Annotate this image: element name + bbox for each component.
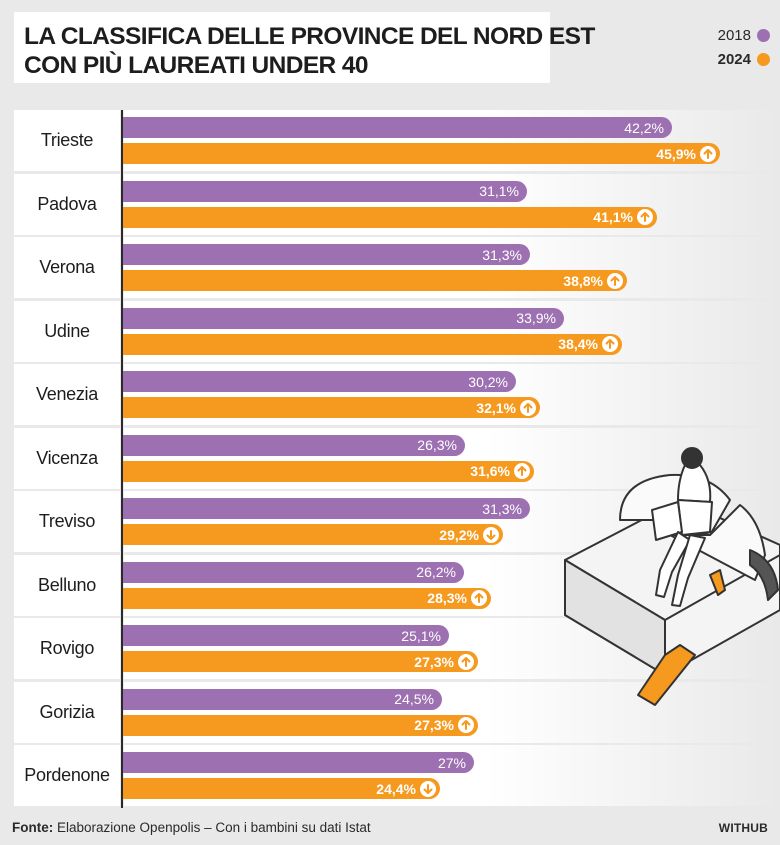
arrow-up-icon xyxy=(637,209,653,225)
data-label: 28,3% xyxy=(427,590,467,606)
arrow-up-icon xyxy=(607,272,623,289)
category-label: Padova xyxy=(14,173,120,235)
data-label: 27% xyxy=(437,754,466,771)
bar-2018: 27% xyxy=(123,752,474,773)
bar-2024: 31,6% xyxy=(123,460,534,482)
arrow-up-icon xyxy=(514,463,530,479)
category-label: Pordenone xyxy=(14,745,120,806)
bar-2018: 31,3% xyxy=(123,498,530,519)
data-label: 38,8% xyxy=(563,272,603,289)
reading-illustration xyxy=(564,447,780,706)
category-label: Treviso xyxy=(14,491,120,552)
chart-title-line-1: LA CLASSIFICA DELLE PROVINCE DEL NORD ES… xyxy=(24,23,595,50)
bar-2018: 33,9% xyxy=(123,307,564,329)
category-label: Vicenza xyxy=(14,427,120,489)
y-axis-line xyxy=(121,110,123,808)
data-label: 31,6% xyxy=(470,463,510,479)
arrow-up-icon xyxy=(471,590,487,606)
bar-2024: 28,3% xyxy=(123,587,491,609)
source-text: Elaborazione Openpolis – Con i bambini s… xyxy=(53,820,371,835)
bar-2024: 38,4% xyxy=(123,333,622,355)
arrow-up-icon xyxy=(458,717,474,733)
bar-2024: 45,9% xyxy=(123,143,720,164)
data-label: 26,3% xyxy=(417,437,457,453)
bar-2018: 31,3% xyxy=(123,244,530,265)
legend-2018-dot xyxy=(757,29,770,42)
title-box: LA CLASSIFICA DELLE PROVINCE DEL NORD ES… xyxy=(14,12,595,83)
data-label: 24,4% xyxy=(376,780,416,797)
bar-2024: 24,4% xyxy=(123,778,440,799)
data-label: 31,1% xyxy=(479,183,519,199)
data-label: 27,3% xyxy=(414,717,454,733)
category-label: Trieste xyxy=(14,110,120,171)
data-label: 41,1% xyxy=(593,209,633,225)
source-note: Fonte: Elaborazione Openpolis – Con i ba… xyxy=(12,820,371,835)
bar-2018: 30,2% xyxy=(123,371,516,392)
data-label: 25,1% xyxy=(401,627,441,644)
chart-title-line-2: CON PIÙ LAUREATI UNDER 40 xyxy=(24,52,369,79)
data-label: 30,2% xyxy=(468,373,508,390)
bar-2024: 41,1% xyxy=(123,206,657,228)
data-label: 45,9% xyxy=(656,145,696,162)
legend-2024-label: 2024 xyxy=(717,51,751,68)
bar-2024: 27,3% xyxy=(123,714,478,736)
category-label: Rovigo xyxy=(14,618,120,679)
category-label: Belluno xyxy=(14,554,120,616)
bar-2018: 25,1% xyxy=(123,625,449,646)
data-label: 29,2% xyxy=(439,526,479,543)
bar-2018: 26,3% xyxy=(123,434,465,456)
bar-2018: 26,2% xyxy=(123,561,464,583)
legend-2024: 2024 xyxy=(718,51,770,68)
bar-2024: 32,1% xyxy=(123,397,540,418)
data-label: 27,3% xyxy=(414,653,454,670)
arrow-up-icon xyxy=(520,399,536,416)
bar-2024: 38,8% xyxy=(123,270,627,291)
legend-2018: 2018 xyxy=(718,27,770,44)
data-label: 33,9% xyxy=(516,310,556,326)
source-label: Fonte: xyxy=(12,820,54,835)
category-label: Udine xyxy=(14,300,120,362)
data-label: 24,5% xyxy=(394,691,434,707)
arrow-down-icon xyxy=(483,526,499,543)
data-label: 42,2% xyxy=(624,119,664,136)
bar-2018: 42,2% xyxy=(123,117,672,138)
bar-2024: 27,3% xyxy=(123,651,478,672)
bar-2018: 31,1% xyxy=(123,180,527,202)
data-label: 31,3% xyxy=(482,500,522,517)
brand-logo: WITHUB xyxy=(718,821,768,835)
bar-2018: 24,5% xyxy=(123,688,442,710)
bar-2024: 29,2% xyxy=(123,524,503,545)
data-label: 26,2% xyxy=(416,564,456,580)
arrow-up-icon xyxy=(602,336,618,352)
arrow-up-icon xyxy=(458,653,474,670)
data-label: 32,1% xyxy=(476,399,516,416)
category-label: Venezia xyxy=(14,364,120,425)
legend-2018-label: 2018 xyxy=(717,27,751,44)
arrow-up-icon xyxy=(700,145,716,162)
data-label: 31,3% xyxy=(482,246,522,263)
arrow-down-icon xyxy=(420,780,436,797)
data-label: 38,4% xyxy=(558,336,598,352)
legend-2024-dot xyxy=(757,53,770,66)
category-label: Gorizia xyxy=(14,681,120,743)
category-label: Verona xyxy=(14,237,120,298)
